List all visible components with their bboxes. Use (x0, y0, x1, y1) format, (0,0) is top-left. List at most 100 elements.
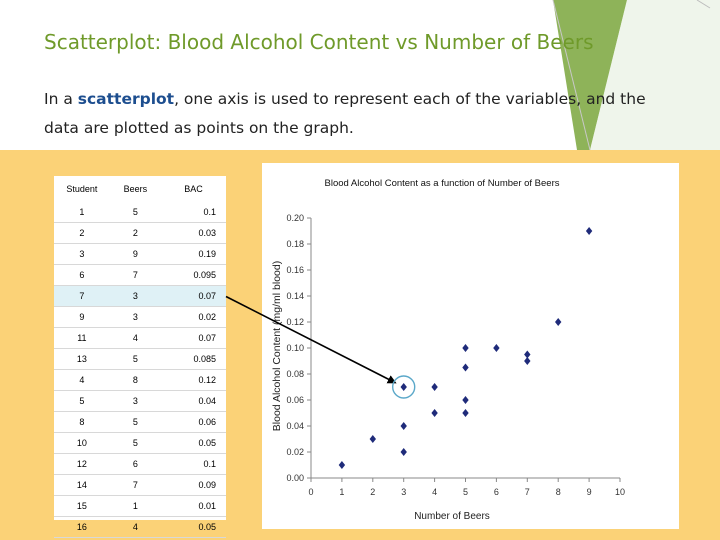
corner-decoration-band (553, 0, 627, 150)
table-body: 1 5 0.1 2 2 0.03 3 9 0.19 6 7 0.095 7 3 0.07 9 3 0.02 11 4 0… (54, 202, 226, 538)
cell-beers: 5 (109, 202, 161, 223)
data-point (400, 448, 407, 456)
slide-title: Scatterplot: Blood Alcohol Content vs Nu… (44, 30, 594, 54)
x-axis-label: Number of Beers (414, 511, 490, 522)
chart-title: Blood Alcohol Content as a function of N… (325, 178, 560, 189)
cell-beers: 7 (109, 264, 161, 286)
cell-beers: 5 (109, 348, 161, 370)
cell-student: 15 (54, 495, 110, 517)
data-point (400, 422, 407, 430)
y-tick-label: 0.08 (286, 369, 304, 379)
x-tick-label: 1 (339, 487, 344, 497)
cell-beers: 3 (109, 390, 161, 412)
data-table-panel: Student Beers BAC 1 5 0.1 2 2 0.03 3 9 0.19 6 7 0.0… (54, 176, 226, 538)
cell-bac: 0.05 (160, 432, 226, 454)
cell-bac: 0.05 (160, 516, 226, 538)
corner-decoration-line (696, 0, 711, 9)
y-tick-label: 0.12 (286, 317, 304, 327)
x-tick-label: 6 (494, 487, 499, 497)
body-text-suffix: , one axis is used to represent each of … (44, 90, 646, 137)
body-keyword: scatterplot (77, 90, 175, 108)
header-student: Student (66, 184, 98, 194)
table-row: 6 7 0.095 (54, 264, 226, 286)
data-point (462, 396, 469, 404)
cell-beers: 4 (109, 516, 161, 538)
cell-student: 7 (54, 285, 110, 307)
data-point (400, 383, 407, 391)
corner-decoration-light (590, 0, 720, 150)
y-tick-label: 0.02 (286, 447, 304, 457)
y-tick-label: 0.04 (286, 421, 304, 431)
header-beers: Beers (123, 184, 148, 194)
table-row: 15 1 0.01 (54, 495, 226, 517)
x-tick-label: 9 (587, 487, 592, 497)
table-row: 1 5 0.1 (54, 202, 226, 223)
data-point (462, 344, 469, 352)
x-tick-label: 0 (308, 487, 313, 497)
data-points (338, 227, 593, 469)
y-tick-label: 0.00 (286, 473, 304, 483)
cell-bac: 0.095 (160, 264, 226, 286)
cell-student: 4 (54, 369, 110, 391)
cell-bac: 0.02 (160, 306, 226, 328)
cell-bac: 0.1 (160, 453, 226, 475)
data-point (338, 461, 346, 469)
cell-student: 9 (54, 306, 110, 328)
x-tick-label: 10 (615, 487, 625, 497)
cell-beers: 1 (109, 495, 161, 517)
cell-student: 6 (54, 264, 110, 286)
cell-beers: 9 (109, 243, 161, 265)
cell-beers: 4 (109, 327, 161, 349)
data-table: Student Beers BAC 1 5 0.1 2 2 0.03 3 9 0.19 6 7 0.0… (54, 176, 226, 538)
table-row: 16 4 0.05 (54, 516, 226, 538)
cell-student: 8 (54, 411, 110, 433)
table-row: 2 2 0.03 (54, 222, 226, 244)
y-axis-label: Blood Alcohol Content (mg/ml blood) (271, 261, 283, 431)
x-tick-label: 5 (463, 487, 468, 497)
cell-student: 10 (54, 432, 110, 454)
y-tick-label: 0.10 (286, 343, 304, 353)
table-row: 9 3 0.02 (54, 306, 226, 328)
cell-beers: 6 (109, 453, 161, 475)
corner-decoration (548, 0, 720, 150)
data-point (462, 409, 469, 417)
table-header-row: Student Beers BAC (54, 176, 226, 202)
data-point (369, 435, 376, 443)
cell-student: 2 (54, 222, 110, 244)
data-point (524, 357, 531, 365)
y-tick-label: 0.20 (286, 213, 304, 223)
cell-bac: 0.07 (160, 285, 226, 307)
cell-bac: 0.085 (160, 348, 226, 370)
table-row: 7 3 0.07 (54, 285, 226, 307)
cell-student: 16 (54, 516, 110, 538)
body-text-prefix: In a (44, 90, 78, 108)
cell-student: 12 (54, 453, 110, 475)
table-row: 4 8 0.12 (54, 369, 226, 391)
x-tick-label: 7 (525, 487, 530, 497)
data-point (431, 383, 438, 391)
cell-bac: 0.01 (160, 495, 226, 517)
axis-ticks: 0 1 2 3 4 5 6 7 8 9 10 0.00 0.02 0.04 0.06 0.08 0.10 0.12… (286, 213, 625, 497)
table-row: 11 4 0.07 (54, 327, 226, 349)
table-row: 10 5 0.05 (54, 432, 226, 454)
table-row: 3 9 0.19 (54, 243, 226, 265)
cell-bac: 0.09 (160, 474, 226, 496)
scatter-chart: Blood Alcohol Content as a function of N… (271, 178, 625, 522)
cell-bac: 0.19 (160, 243, 226, 265)
table-row: 12 6 0.1 (54, 453, 226, 475)
y-tick-label: 0.06 (286, 395, 304, 405)
cell-student: 14 (54, 474, 110, 496)
cell-student: 11 (54, 327, 110, 349)
corner-decoration-line (552, 0, 591, 150)
cell-student: 3 (54, 243, 110, 265)
cell-beers: 2 (109, 222, 161, 244)
cell-student: 5 (54, 390, 110, 412)
cell-bac: 0.07 (160, 327, 226, 349)
cell-beers: 5 (109, 432, 161, 454)
cell-beers: 7 (109, 474, 161, 496)
data-point (431, 409, 438, 417)
y-tick-label: 0.14 (286, 291, 304, 301)
table-row: 13 5 0.085 (54, 348, 226, 370)
cell-student: 1 (54, 202, 110, 223)
